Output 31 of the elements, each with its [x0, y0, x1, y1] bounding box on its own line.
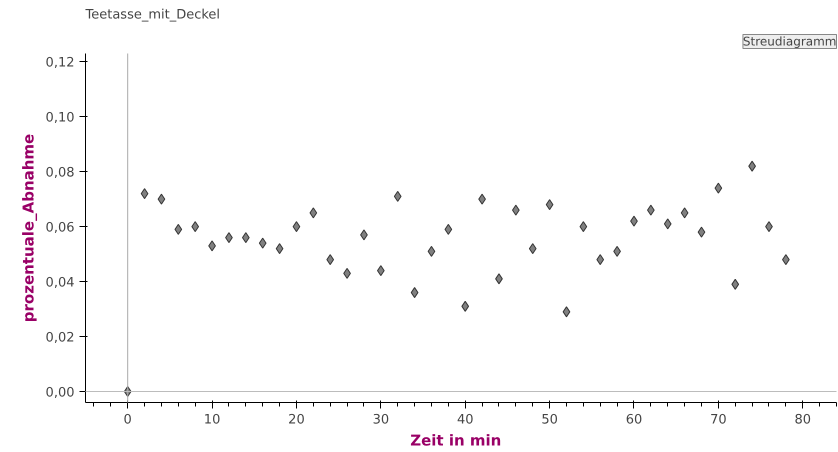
- y-tick-label: 0,12: [46, 56, 75, 71]
- y-tick-label: 0,10: [46, 110, 75, 126]
- x-tick-label: 0: [124, 412, 132, 428]
- y-tick-label: 0,04: [46, 276, 75, 291]
- y-tick-label: 0,06: [46, 220, 75, 236]
- x-axis-title: Zeit in min: [410, 432, 502, 450]
- text: Streudiagramm: [742, 34, 837, 48]
- point: [664, 218, 672, 230]
- x-tick-label: 30: [372, 412, 390, 428]
- y-axis-title: prozentuale_Abnahme: [20, 134, 38, 322]
- x-tick-label: 20: [288, 412, 305, 428]
- x-tick-label: 70: [710, 412, 727, 428]
- y-tick-label: 0,02: [46, 330, 75, 346]
- x-tick-label: 80: [794, 412, 812, 428]
- x-tick-label: 40: [456, 412, 474, 428]
- point: [596, 254, 604, 266]
- point: [258, 238, 267, 249]
- point: [528, 243, 537, 254]
- point: [191, 221, 200, 232]
- point: [731, 278, 740, 290]
- chart-title: Teetasse_mit_Deckel: [84, 8, 220, 22]
- point: [242, 232, 250, 244]
- point: [326, 254, 334, 266]
- point: [394, 190, 402, 202]
- y-tick-label: 0,00: [46, 386, 75, 401]
- point: [174, 224, 182, 235]
- x-tick-label: 50: [541, 412, 558, 428]
- x-tick-label: 10: [204, 412, 220, 428]
- point: [461, 300, 470, 312]
- y-tick-label: 0,08: [46, 166, 75, 181]
- x-tick-label: 60: [626, 412, 642, 428]
